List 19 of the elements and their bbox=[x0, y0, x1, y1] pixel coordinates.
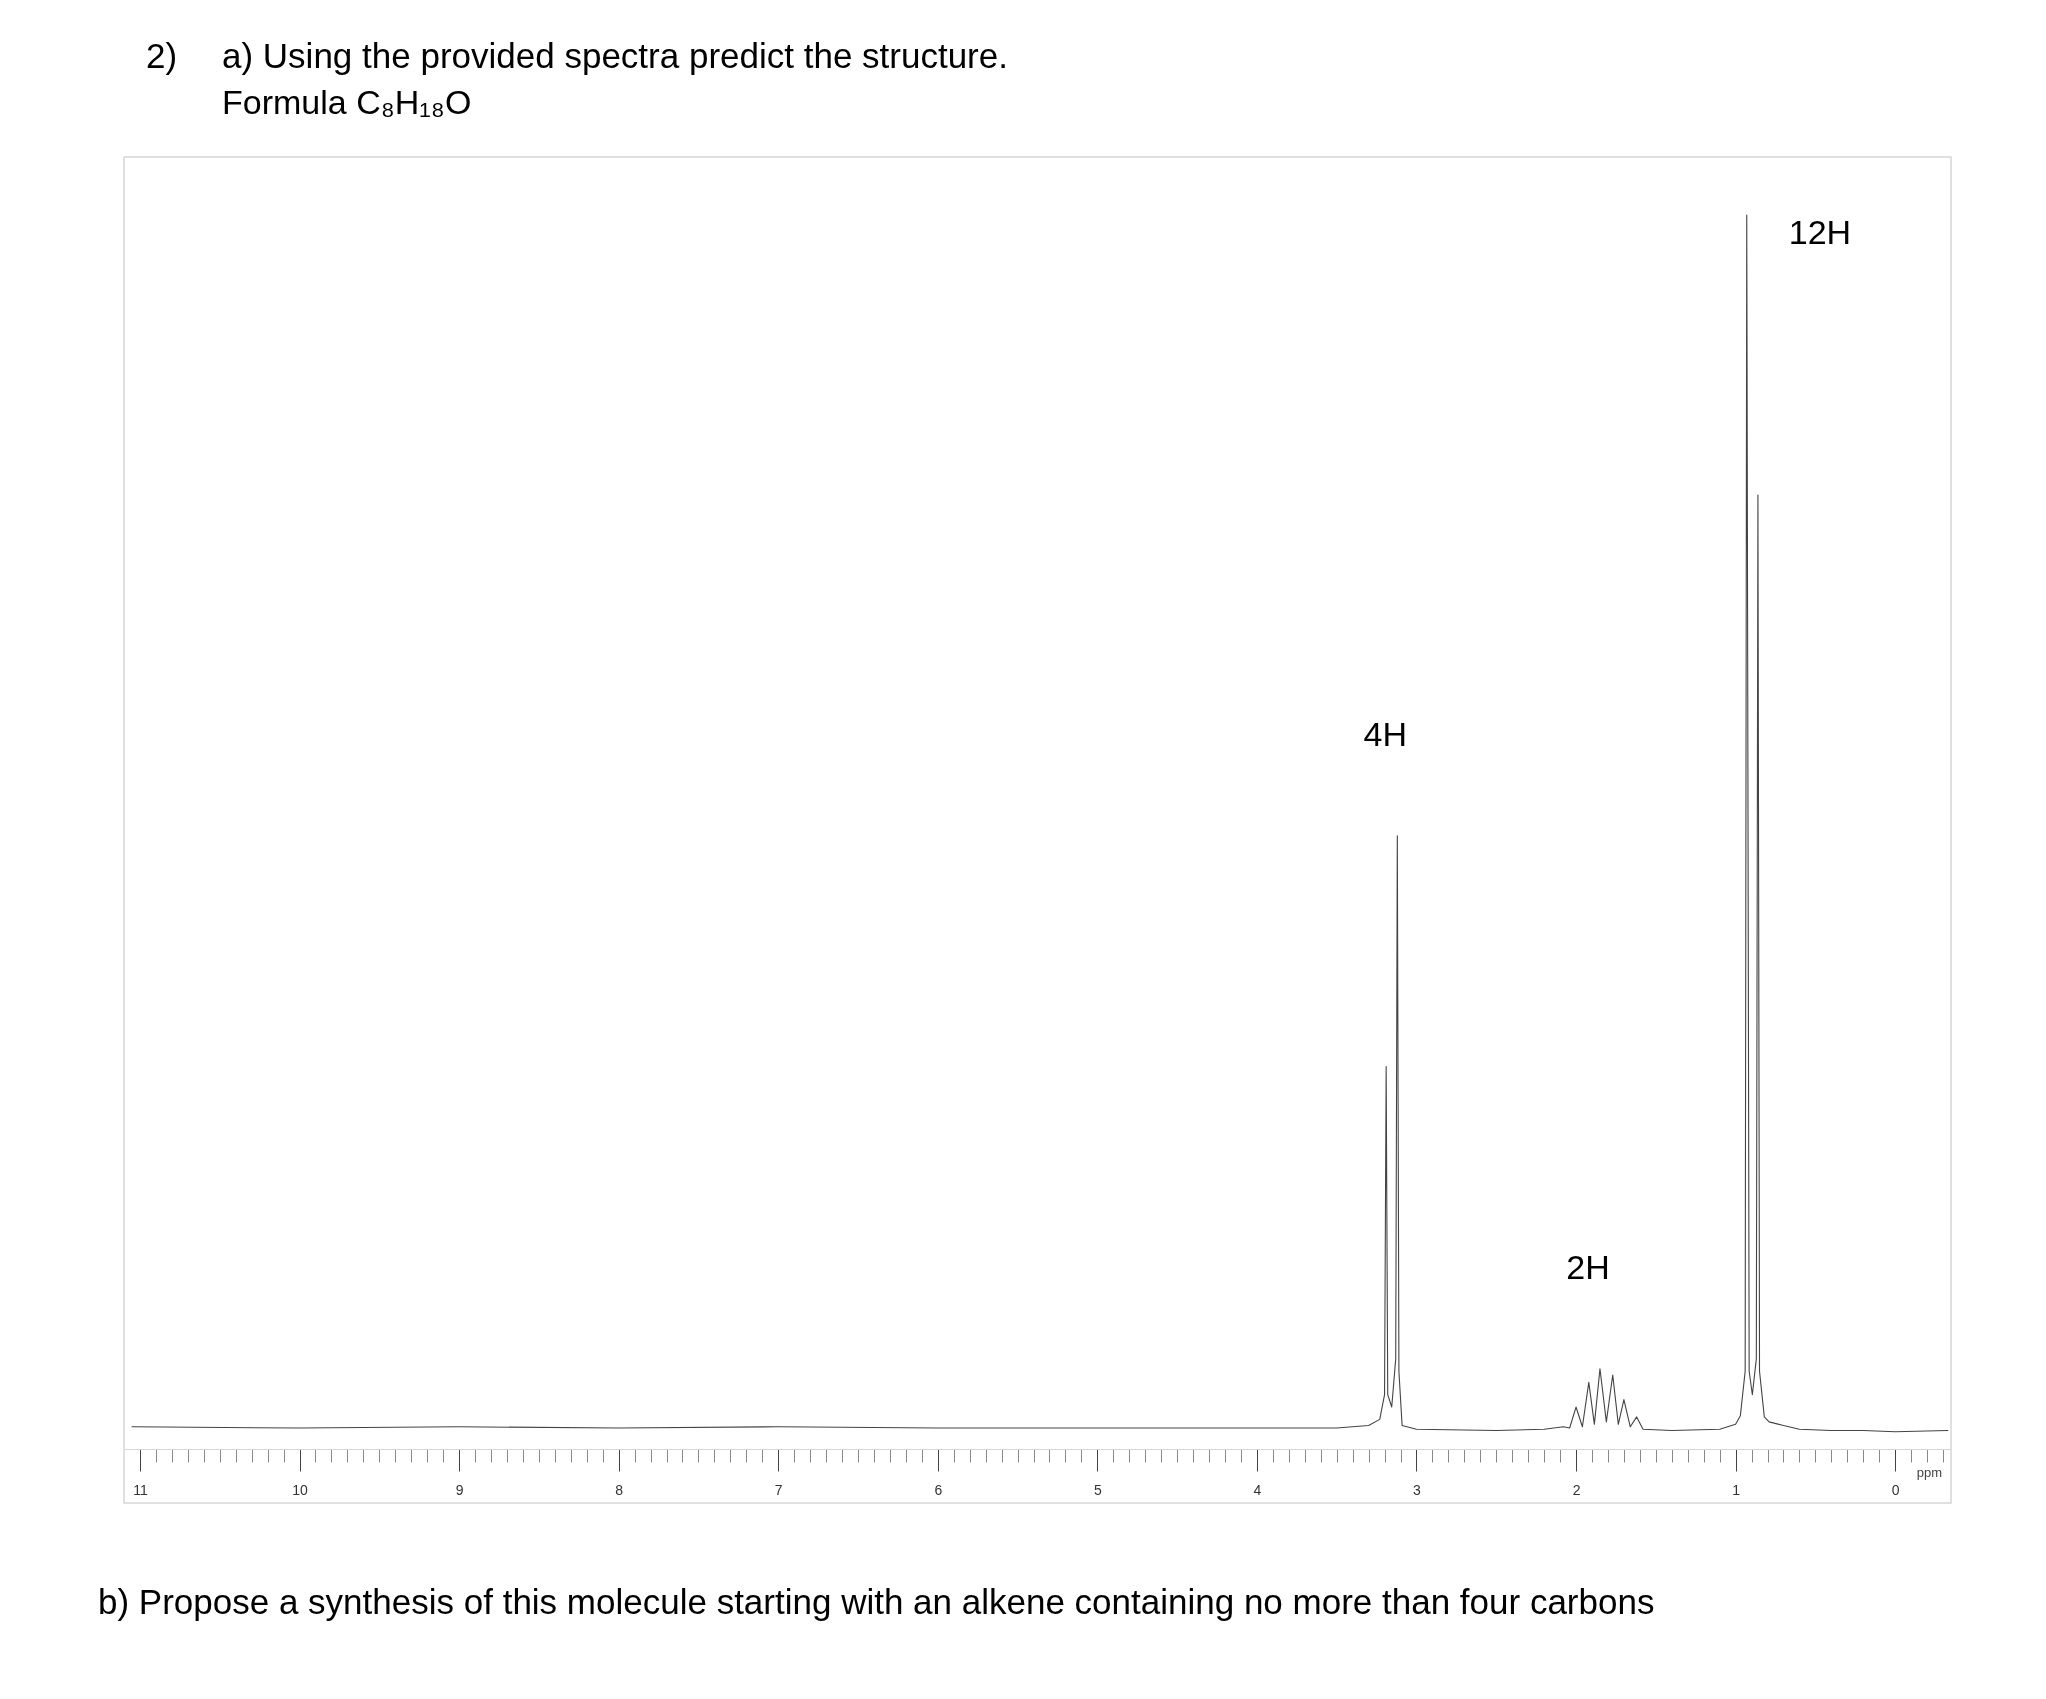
annotation: 4H bbox=[1363, 714, 1408, 753]
x-tick-label: 3 bbox=[1413, 1481, 1422, 1498]
x-tick-label: 4 bbox=[1253, 1481, 1262, 1498]
chart-subtitle: Formula C₈H₁₈O bbox=[222, 83, 472, 121]
x-tick-label: 2 bbox=[1572, 1481, 1581, 1498]
x-tick-label: 0 bbox=[1891, 1481, 1900, 1498]
x-axis-title: ppm bbox=[1916, 1464, 1943, 1480]
annotation: 2H bbox=[1566, 1247, 1610, 1286]
x-tick-label: 1 bbox=[1732, 1481, 1741, 1498]
chart-title: 2) a) Using the provided spectra predict the structure. bbox=[146, 36, 1008, 75]
x-tick-label: 9 bbox=[455, 1481, 464, 1498]
x-tick-label: 6 bbox=[934, 1481, 943, 1498]
annotation: 12H bbox=[1788, 213, 1852, 251]
x-tick-label: 5 bbox=[1093, 1481, 1102, 1498]
x-tick-label: 10 bbox=[292, 1481, 309, 1498]
x-tick-label: 7 bbox=[774, 1481, 783, 1498]
text: b) Propose a synthesis of this molecule starting with an alkene containing no more than four carbons bbox=[98, 1582, 1655, 1621]
x-tick-label: 8 bbox=[615, 1481, 624, 1498]
x-tick-label: 11 bbox=[133, 1481, 148, 1498]
